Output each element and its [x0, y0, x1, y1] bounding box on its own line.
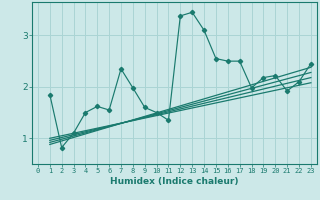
X-axis label: Humidex (Indice chaleur): Humidex (Indice chaleur) [110, 177, 239, 186]
